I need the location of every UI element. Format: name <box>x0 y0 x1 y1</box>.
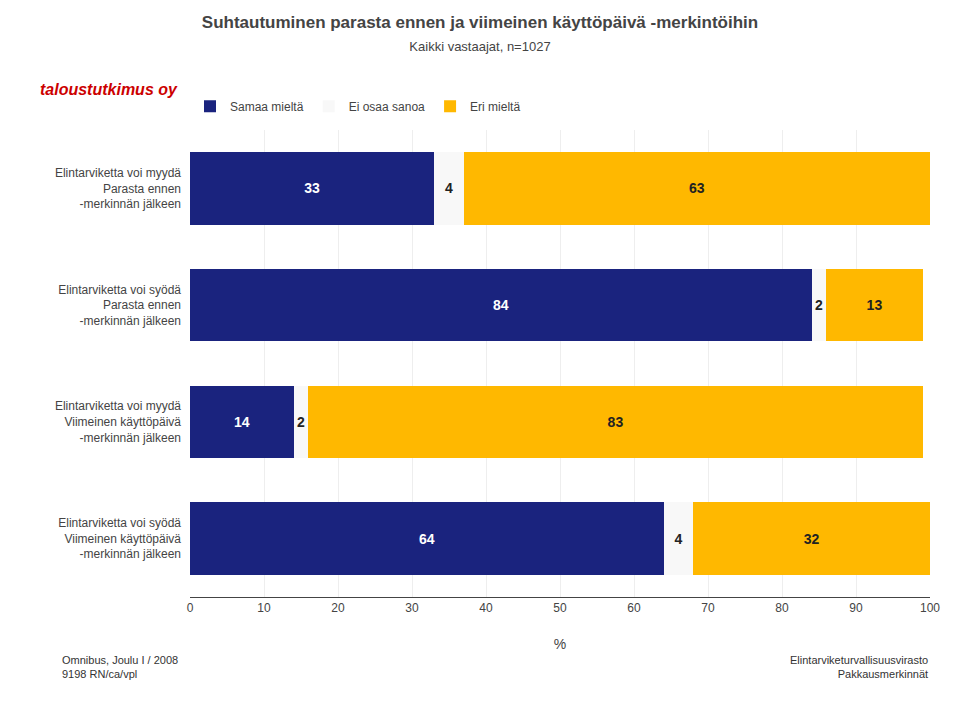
svg-text:50: 50 <box>553 601 567 615</box>
svg-text:2: 2 <box>297 414 305 430</box>
svg-text:2: 2 <box>815 297 823 313</box>
svg-text:20: 20 <box>331 601 345 615</box>
svg-text:32: 32 <box>804 531 820 547</box>
svg-text:80: 80 <box>775 601 789 615</box>
svg-text:10: 10 <box>257 601 271 615</box>
svg-text:40: 40 <box>479 601 493 615</box>
svg-text:Omnibus, Joulu I / 20089198 RN: Omnibus, Joulu I / 20089198 RN/ca/vpl <box>62 654 178 680</box>
svg-text:Elintarviketta voi myydäParast: Elintarviketta voi myydäParasta ennen-me… <box>55 166 181 211</box>
svg-text:taloustutkimus oy: taloustutkimus oy <box>40 81 178 98</box>
svg-text:Ei osaa sanoa: Ei osaa sanoa <box>349 100 425 114</box>
svg-text:13: 13 <box>867 297 883 313</box>
svg-text:30: 30 <box>405 601 419 615</box>
svg-text:Elintarviketta voi myydäViimei: Elintarviketta voi myydäViimeinen käyttö… <box>55 399 181 444</box>
svg-text:Elintarviketta voi syödäViimei: Elintarviketta voi syödäViimeinen käyttö… <box>58 516 181 561</box>
svg-text:Elintarviketta voi syödäParast: Elintarviketta voi syödäParasta ennen-me… <box>58 283 181 328</box>
svg-text:60: 60 <box>627 601 641 615</box>
svg-text:64: 64 <box>419 531 435 547</box>
svg-text:33: 33 <box>304 180 320 196</box>
svg-text:4: 4 <box>674 531 682 547</box>
svg-text:Samaa mieltä: Samaa mieltä <box>230 100 304 114</box>
svg-text:70: 70 <box>701 601 715 615</box>
svg-text:Eri mieltä: Eri mieltä <box>470 100 520 114</box>
svg-text:Elintarviketurvallisuusvirasto: ElintarviketurvallisuusvirastoPakkausmer… <box>790 654 928 680</box>
svg-text:100: 100 <box>920 601 940 615</box>
svg-text:83: 83 <box>608 414 624 430</box>
svg-text:84: 84 <box>493 297 509 313</box>
svg-text:Suhtautuminen parasta ennen ja: Suhtautuminen parasta ennen ja viimeinen… <box>202 13 758 53</box>
svg-text:63: 63 <box>689 180 705 196</box>
svg-text:4: 4 <box>445 180 453 196</box>
svg-text:0: 0 <box>187 601 194 615</box>
svg-text:90: 90 <box>849 601 863 615</box>
svg-text:%: % <box>554 636 566 652</box>
svg-text:14: 14 <box>234 414 250 430</box>
